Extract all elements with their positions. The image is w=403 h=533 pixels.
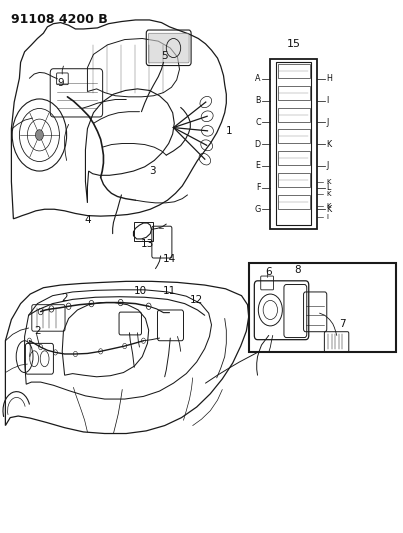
Bar bbox=[270, 59, 317, 229]
Bar bbox=[278, 173, 310, 187]
Text: L: L bbox=[326, 183, 331, 192]
Text: K: K bbox=[326, 140, 332, 149]
Bar bbox=[278, 86, 310, 100]
Text: A: A bbox=[255, 74, 261, 83]
Bar bbox=[278, 108, 310, 122]
Text: E: E bbox=[256, 161, 261, 171]
FancyBboxPatch shape bbox=[148, 33, 189, 63]
Text: 91108 4200 B: 91108 4200 B bbox=[11, 13, 108, 26]
Text: K: K bbox=[326, 191, 331, 197]
Bar bbox=[249, 263, 396, 352]
Text: C: C bbox=[255, 118, 261, 127]
Text: J: J bbox=[326, 118, 328, 127]
Text: D: D bbox=[255, 140, 261, 149]
Bar bbox=[278, 195, 310, 209]
Bar bbox=[276, 62, 311, 225]
Bar bbox=[278, 64, 310, 78]
Bar bbox=[278, 130, 310, 143]
Text: I: I bbox=[326, 96, 328, 105]
Text: I: I bbox=[326, 214, 328, 220]
Text: 6: 6 bbox=[266, 267, 272, 277]
Text: 15: 15 bbox=[287, 39, 301, 49]
Text: 9: 9 bbox=[57, 77, 64, 87]
Text: 2: 2 bbox=[61, 293, 68, 303]
Text: F: F bbox=[256, 183, 261, 192]
Text: 4: 4 bbox=[84, 215, 91, 225]
Text: G: G bbox=[254, 205, 261, 214]
Text: 5: 5 bbox=[161, 51, 168, 61]
Bar bbox=[278, 151, 310, 165]
Bar bbox=[134, 222, 154, 241]
Text: H: H bbox=[326, 74, 332, 83]
Text: 3: 3 bbox=[150, 166, 156, 176]
Text: 11: 11 bbox=[163, 286, 176, 296]
Text: K: K bbox=[326, 203, 331, 208]
Text: 14: 14 bbox=[163, 254, 176, 264]
Text: K: K bbox=[326, 179, 331, 185]
Circle shape bbox=[35, 130, 44, 140]
Text: 10: 10 bbox=[134, 286, 147, 296]
Text: 8: 8 bbox=[294, 265, 301, 274]
Text: K: K bbox=[326, 205, 332, 214]
Text: 12: 12 bbox=[190, 295, 204, 305]
Text: 7: 7 bbox=[339, 319, 346, 329]
Text: B: B bbox=[255, 96, 261, 105]
Text: J: J bbox=[326, 161, 328, 171]
Text: 1: 1 bbox=[226, 126, 233, 136]
Text: 2: 2 bbox=[34, 326, 41, 336]
Text: 13: 13 bbox=[141, 239, 154, 249]
